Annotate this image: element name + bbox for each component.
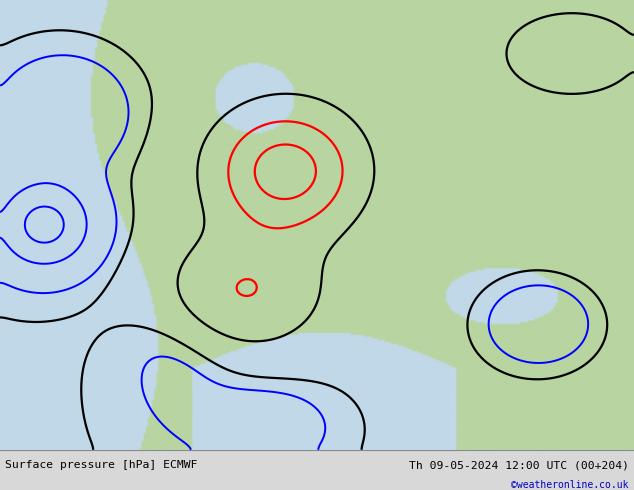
Text: Surface pressure [hPa] ECMWF: Surface pressure [hPa] ECMWF	[5, 460, 198, 470]
Text: Th 09-05-2024 12:00 UTC (00+204): Th 09-05-2024 12:00 UTC (00+204)	[409, 460, 629, 470]
Text: ©weatheronline.co.uk: ©weatheronline.co.uk	[512, 480, 629, 490]
